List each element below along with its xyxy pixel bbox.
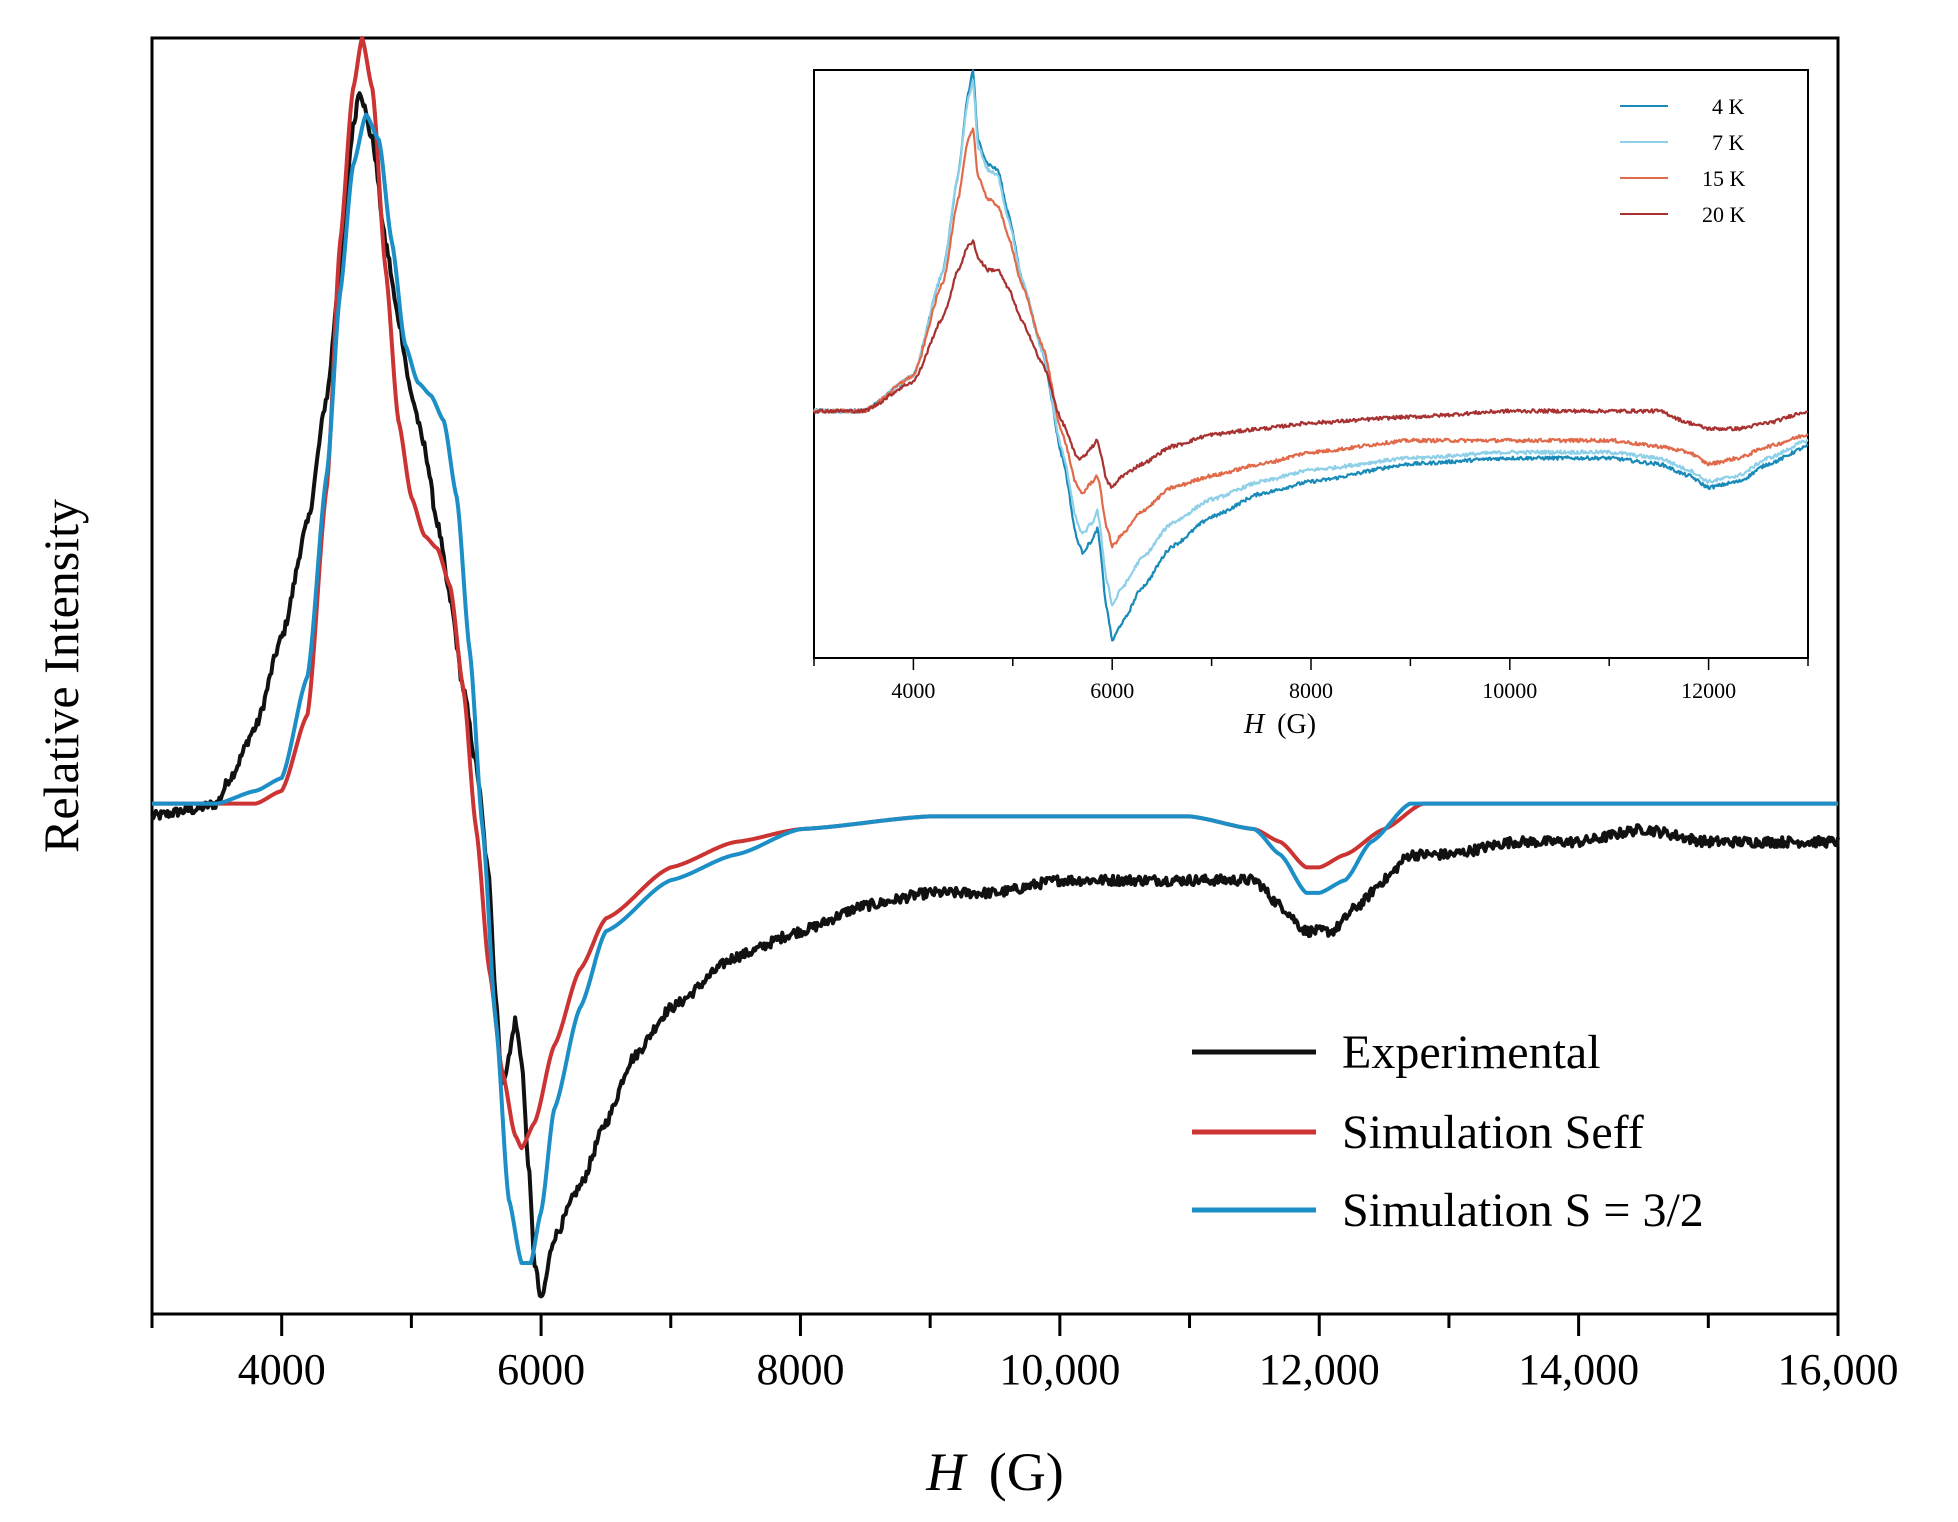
inset-plot-series xyxy=(812,69,1809,642)
main-series-simulation-s-3-2 xyxy=(151,112,1839,1265)
inset-legend-label-7k: 7 K xyxy=(1712,130,1745,155)
main-x-tick-label: 4000 xyxy=(238,1345,326,1394)
main-plot-series xyxy=(150,36,1840,1299)
main-x-axis-label: H (G) xyxy=(925,1442,1063,1502)
inset-x-axis-label-unit: (G) xyxy=(1277,709,1316,740)
inset-series-7-k xyxy=(813,79,1809,607)
inset-x-axis-label: H (G) xyxy=(1243,709,1316,740)
legend-label-experimental: Experimental xyxy=(1342,1026,1601,1079)
main-x-tick-label: 16,000 xyxy=(1778,1345,1899,1394)
inset-legend-label-15k: 15 K xyxy=(1702,166,1746,191)
main-x-axis: 4000 6000 8000 10,000 12,000 14,000 16,000 xyxy=(150,1314,1899,1394)
main-legend: Experimental Simulation Seff Simulation … xyxy=(1192,1026,1704,1237)
inset-x-tick-label: 10000 xyxy=(1482,678,1537,703)
main-x-axis-label-unit: (G) xyxy=(989,1442,1064,1502)
legend-label-simulation-s32: Simulation S = 3/2 xyxy=(1342,1184,1704,1237)
inset-legend: 4 K 7 K 15 K 20 K xyxy=(1620,94,1746,227)
inset-legend-label-4k: 4 K xyxy=(1712,94,1745,119)
legend-label-simulation-seff: Simulation Seff xyxy=(1342,1106,1644,1159)
inset-series-15-k xyxy=(812,127,1809,549)
inset-series-4-k xyxy=(813,69,1809,642)
inset-legend-label-20k: 20 K xyxy=(1702,202,1746,227)
main-x-tick-label: 10,000 xyxy=(999,1345,1120,1394)
inset-background xyxy=(814,70,1808,658)
main-x-axis-label-symbol: H xyxy=(925,1442,968,1502)
main-x-tick-label: 14,000 xyxy=(1518,1345,1639,1394)
inset-x-axis: 4000 6000 8000 10000 12000 xyxy=(813,658,1809,703)
inset-x-tick-label: 12000 xyxy=(1681,678,1736,703)
inset-x-axis-label-symbol: H xyxy=(1243,709,1266,740)
inset-x-tick-label: 8000 xyxy=(1289,678,1333,703)
main-x-tick-label: 6000 xyxy=(497,1345,585,1394)
main-x-tick-label: 8000 xyxy=(756,1345,844,1394)
main-x-tick-label: 12,000 xyxy=(1259,1345,1380,1394)
inset-series-20-k xyxy=(813,239,1809,489)
main-y-axis-label: Relative Intensity xyxy=(33,499,89,853)
inset-x-tick-label: 4000 xyxy=(891,678,935,703)
inset-x-tick-label: 6000 xyxy=(1090,678,1134,703)
main-plot-frame xyxy=(150,36,1840,1316)
main-series-experimental xyxy=(150,91,1840,1299)
